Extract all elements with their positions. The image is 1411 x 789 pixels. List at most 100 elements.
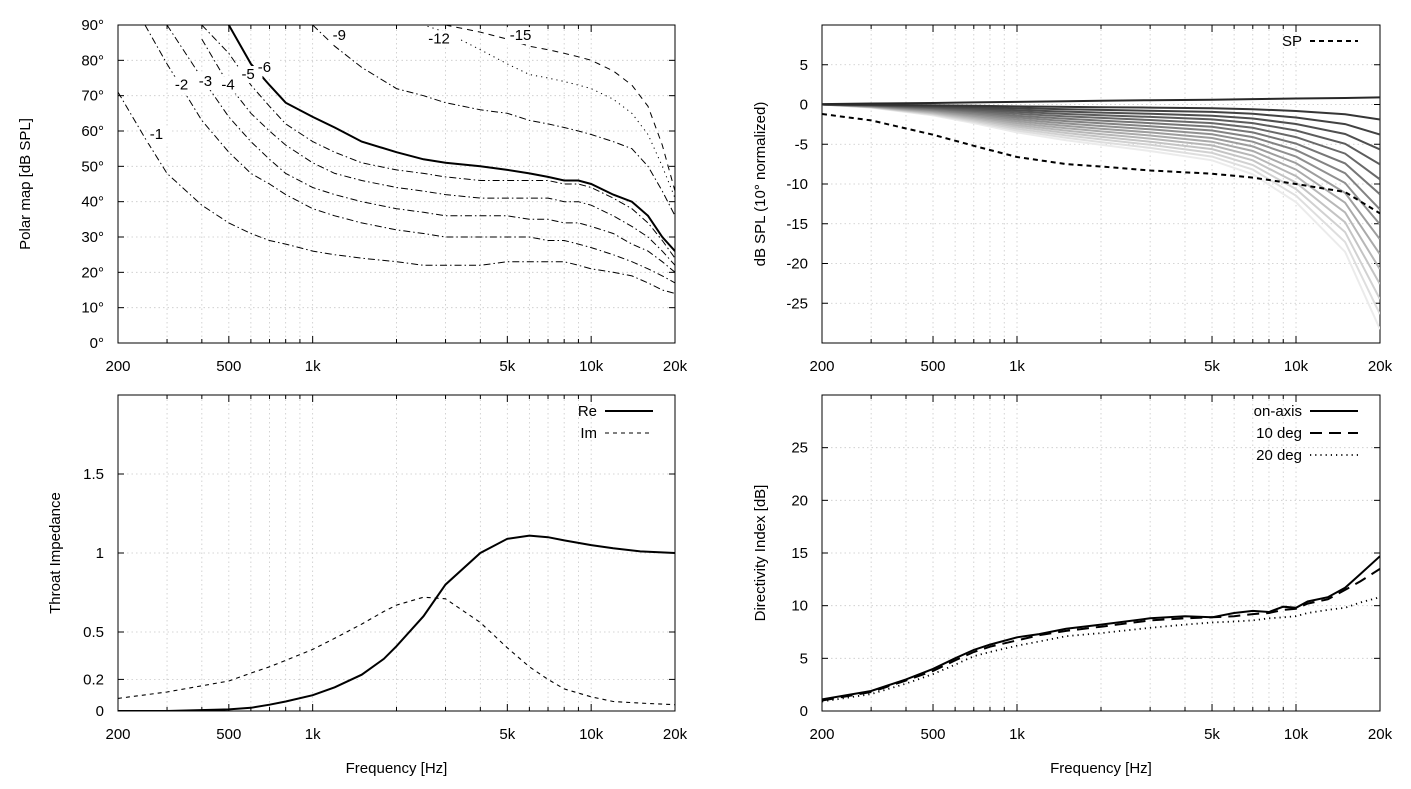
contour-label-bg (146, 126, 171, 144)
x-tick-label: 1k (1009, 358, 1025, 375)
y-tick-label: 30° (81, 229, 104, 246)
series-line-im (118, 596, 675, 706)
contour-line (201, 38, 675, 266)
y-axis-label: Polar map [dB SPL] (17, 118, 34, 250)
legend-label: on-axis (1254, 403, 1302, 420)
series-line-re (118, 534, 675, 711)
y-axis-label: Throat Impedance (47, 492, 64, 614)
y-tick-label: 80° (81, 52, 104, 69)
y-tick-label: 0 (800, 97, 808, 114)
legend-label: 20 deg (1256, 447, 1302, 464)
chart-spl: 5 0 -5 -10 -15 -20 -25 200 500 1k 5k 10k 20k dB SPL (… (752, 24, 1393, 375)
y-tick-label: 10 (791, 598, 808, 615)
contour-label-bg (171, 76, 196, 94)
x-tick-label: 200 (105, 726, 130, 743)
y-axis-label: dB SPL (10° normalized) (752, 102, 769, 267)
y-tick-label: 0 (800, 703, 808, 720)
plot-frame (821, 394, 1381, 712)
y-tick-label: 1.5 (83, 466, 104, 483)
contour-label: -3 (199, 73, 212, 90)
y-tick-label: 0° (90, 335, 104, 352)
x-tick-label: 5k (499, 358, 515, 375)
contour-line (445, 25, 675, 192)
x-axis-label: Frequency [Hz] (346, 760, 448, 777)
x-tick-label: 10k (579, 358, 604, 375)
y-tick-label: -10 (786, 176, 808, 193)
contour-label: -1 (150, 126, 163, 143)
y-tick-label: -25 (786, 295, 808, 312)
contour-line (201, 25, 675, 259)
y-axis-label: Directivity Index [dB] (752, 485, 769, 622)
x-tick-label: 5k (1204, 358, 1220, 375)
contour-line (312, 25, 675, 217)
chart-polar: 0° 10° 20° 30° 40° 50° 60° 70° 80° 90° 200 500 1k 5k 1… (17, 17, 688, 375)
x-tick-label: 200 (809, 726, 834, 743)
x-tick-label: 1k (1009, 726, 1025, 743)
contour-label: -6 (258, 59, 271, 76)
x-tick-label: 5k (1204, 726, 1220, 743)
y-tick-label: 0.2 (83, 671, 104, 688)
contour-label: -12 (428, 31, 450, 48)
x-tick-label: 1k (305, 726, 321, 743)
plot-frame (821, 24, 1381, 344)
contour-label: -4 (221, 77, 234, 94)
y-tick-label: 20° (81, 264, 104, 281)
x-tick-label: 10k (1284, 726, 1309, 743)
y-tick-label: 1 (96, 545, 104, 562)
y-tick-label: 0 (96, 703, 104, 720)
x-tick-label: 20k (1368, 358, 1393, 375)
polar-response-line (822, 103, 1380, 121)
legend-label: 10 deg (1256, 425, 1302, 442)
x-tick-label: 10k (1284, 358, 1309, 375)
contour-line (227, 25, 675, 252)
chart-di: 0 5 10 15 20 25 200 500 1k 5k 10k 20k Directivity In… (752, 394, 1393, 777)
x-tick-label: 500 (216, 726, 241, 743)
x-tick-label: 200 (105, 358, 130, 375)
contour-line (396, 25, 675, 199)
contour-label-bg (218, 76, 243, 94)
legend-label: Im (580, 425, 597, 442)
contour-line (144, 25, 675, 284)
legend-label: Re (578, 403, 597, 420)
y-tick-label: 10° (81, 300, 104, 317)
contour-line (118, 91, 675, 294)
y-tick-label: 5 (800, 650, 808, 667)
contour-label-bg (329, 27, 354, 45)
x-axis-label: Frequency [Hz] (1050, 760, 1152, 777)
x-tick-label: 1k (305, 358, 321, 375)
x-tick-label: 5k (499, 726, 515, 743)
series-line-10-deg (822, 567, 1380, 702)
y-tick-label: 20 (791, 492, 808, 509)
contour-label-bg (425, 30, 459, 48)
x-tick-label: 500 (921, 726, 946, 743)
x-tick-label: 10k (579, 726, 604, 743)
series-line-on-axis (822, 555, 1380, 701)
y-tick-label: 70° (81, 88, 104, 105)
y-tick-label: 60° (81, 123, 104, 140)
y-tick-label: 15 (791, 545, 808, 562)
contour-label: -5 (241, 66, 254, 83)
y-tick-label: 0.5 (83, 624, 104, 641)
y-tick-label: 50° (81, 158, 104, 175)
x-tick-label: 500 (216, 358, 241, 375)
x-tick-label: 200 (809, 358, 834, 375)
contour-label: -9 (333, 27, 346, 44)
contour-label: -15 (510, 27, 532, 44)
legend-label: SP (1282, 33, 1302, 50)
x-tick-label: 20k (663, 726, 688, 743)
y-tick-label: 25 (791, 440, 808, 457)
y-tick-label: 5 (800, 57, 808, 74)
chart-impedance: 0 0.2 0.5 1 1.5 200 500 1k 5k 10k 20k Throat Impeda… (47, 394, 688, 777)
contour-label-bg (254, 58, 279, 76)
y-tick-label: 90° (81, 17, 104, 34)
y-tick-label: -15 (786, 216, 808, 233)
contour-label-bg (195, 73, 220, 91)
x-tick-label: 20k (663, 358, 688, 375)
series-line-20-deg (822, 596, 1380, 703)
polar-response-line (822, 96, 1380, 106)
sp-series-line (822, 113, 1380, 215)
y-tick-label: -5 (795, 136, 808, 153)
x-tick-label: 20k (1368, 726, 1393, 743)
y-tick-label: -20 (786, 256, 808, 273)
